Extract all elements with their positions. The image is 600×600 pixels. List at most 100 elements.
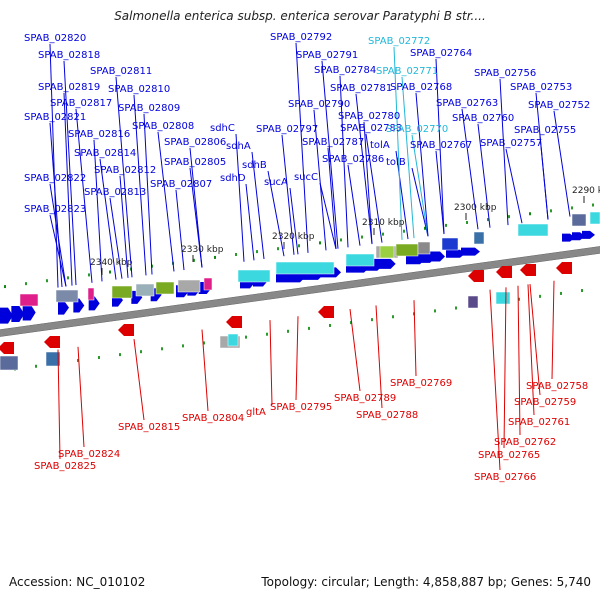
gene-label: SPAB_02795 — [270, 402, 332, 413]
gene-block — [345, 253, 375, 267]
gene-block — [19, 293, 39, 307]
gene-label: SPAB_02806 — [164, 137, 226, 148]
label-leader — [393, 46, 403, 240]
gene-block — [467, 295, 479, 309]
label-leader — [363, 121, 373, 245]
gene-block — [45, 351, 61, 367]
gene-block — [0, 355, 19, 371]
label-leader — [435, 150, 445, 235]
label-leader — [401, 76, 415, 239]
gene-label: SPAB_02753 — [510, 82, 572, 93]
label-leader — [499, 78, 509, 226]
forward-gene-arrow — [0, 307, 13, 324]
label-leader — [201, 329, 209, 412]
gene-label: SPAB_02770 — [386, 124, 448, 135]
coordinate-dots — [4, 203, 594, 371]
gene-label: SPAB_02822 — [24, 173, 86, 184]
tick-label: 2330 kbp — [181, 245, 224, 255]
label-leader — [63, 60, 77, 286]
reverse-gene-arrow — [556, 262, 572, 274]
label-leader — [375, 305, 383, 409]
gene-label: sdhA — [226, 141, 251, 152]
gene-label: SPAB_02805 — [164, 157, 226, 168]
reverse-gene-arrow — [520, 264, 536, 276]
label-leader — [295, 316, 299, 401]
coordinate-dot — [560, 291, 562, 295]
gene-label: SPAB_02816 — [68, 129, 130, 140]
accession-text: Accession: NC_010102 — [9, 575, 146, 589]
gene-block — [589, 211, 600, 225]
forward-gene-arrow — [461, 247, 480, 256]
coordinate-dot — [529, 212, 531, 216]
gene-label: SPAB_02825 — [34, 461, 96, 472]
forward-gene-arrow — [426, 251, 445, 262]
gene-block — [203, 277, 213, 291]
label-leader — [395, 150, 409, 240]
gene-label: SPAB_02821 — [24, 112, 86, 123]
gene-block — [441, 237, 459, 251]
forward-gene-arrow — [22, 304, 36, 321]
coordinate-dot — [109, 270, 111, 274]
tick-label: 2310 kbp — [362, 218, 405, 228]
label-leader — [157, 131, 175, 272]
gene-label: SPAB_02787 — [302, 137, 364, 148]
gene-block — [55, 289, 79, 303]
label-leader — [477, 123, 491, 228]
label-leader — [355, 93, 373, 245]
coordinate-dot — [25, 282, 27, 286]
coordinate-dot — [35, 364, 37, 368]
gene-label: SPAB_02784 — [314, 65, 376, 76]
coordinate-dot — [214, 255, 216, 259]
gene-label: SPAB_02771 — [376, 66, 438, 77]
reverse-gene-arrow — [226, 316, 242, 328]
label-leaders — [49, 42, 571, 471]
label-leader — [175, 189, 185, 271]
coordinate-dot — [329, 323, 331, 327]
coordinate-dot — [487, 218, 489, 222]
gene-label: SPAB_02786 — [322, 154, 384, 165]
gene-label: sdhB — [242, 160, 267, 171]
label-leader — [461, 108, 479, 230]
gene-label: SPAB_02791 — [296, 50, 358, 61]
gene-label: sucC — [294, 172, 318, 183]
coordinate-dot — [182, 344, 184, 348]
gene-label: gltA — [246, 407, 266, 418]
label-leader — [411, 134, 429, 237]
gene-block — [237, 269, 271, 283]
forward-gene-arrow — [372, 258, 396, 269]
gene-label: SPAB_02781 — [330, 83, 392, 94]
gene-label: SPAB_02788 — [356, 410, 418, 421]
label-leader — [313, 109, 327, 251]
coordinate-dot — [455, 306, 457, 310]
label-leader — [349, 309, 361, 392]
gene-label: SPAB_02758 — [526, 381, 588, 392]
gene-label: SPAB_02811 — [90, 66, 152, 77]
coordinate-dot — [571, 206, 573, 210]
label-leader — [75, 108, 93, 283]
gene-label: SPAB_02761 — [508, 417, 570, 428]
reverse-gene-arrow — [496, 266, 512, 278]
label-leader — [109, 197, 123, 279]
forward-gene-arrow — [11, 306, 25, 323]
coordinate-dot — [581, 289, 583, 293]
gene-label: SPAB_02783 — [340, 123, 402, 134]
label-leader — [489, 289, 501, 471]
gene-labels: SPAB_02820 SPAB_02818 SPAB_02811 SPAB_02819… — [24, 32, 590, 483]
coordinate-dot — [203, 341, 205, 345]
label-leader — [553, 110, 571, 217]
gene-label: sdhC — [210, 123, 235, 134]
gene-label: SPAB_02818 — [38, 50, 100, 61]
label-leader — [93, 139, 103, 282]
label-leader — [435, 58, 445, 235]
label-leader — [119, 175, 129, 278]
gene-label: SPAB_02810 — [108, 84, 170, 95]
coordinate-dot — [371, 318, 373, 322]
gene-block — [275, 261, 335, 275]
forward-gene-arrow — [562, 233, 575, 242]
gene-label: SPAB_02823 — [24, 204, 86, 215]
gene-label: SPAB_02790 — [288, 99, 350, 110]
gene-label: SPAB_02752 — [528, 100, 590, 111]
label-leader — [411, 167, 429, 237]
coordinate-dot — [245, 335, 247, 339]
gene-label: SPAB_02797 — [256, 124, 318, 135]
